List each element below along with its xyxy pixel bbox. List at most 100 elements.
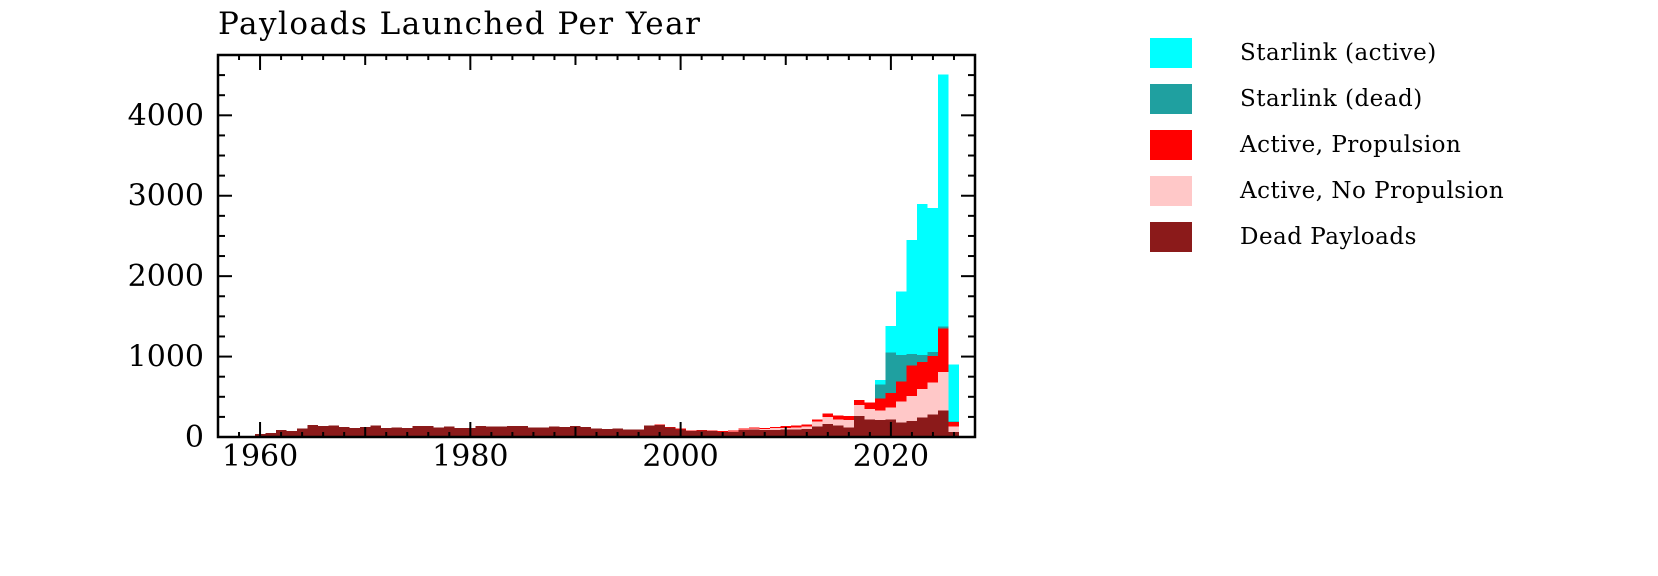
bar-segment <box>507 426 518 437</box>
bar-segment <box>769 426 781 429</box>
bar-segment <box>769 428 781 430</box>
bar-segment <box>622 429 634 437</box>
bar-segment <box>738 428 749 430</box>
bar-segment <box>864 419 876 437</box>
plot-frame <box>216 53 977 439</box>
bar-segment <box>338 426 350 437</box>
y-tick-label: 2000 <box>128 259 204 294</box>
legend-label-starlink-dead: Starlink (dead) <box>1240 86 1423 112</box>
bar-segment <box>812 421 823 427</box>
bar-segment <box>885 407 897 420</box>
bar-segment <box>328 425 339 437</box>
legend-swatch-dead-payloads <box>1150 222 1192 252</box>
bar-segment <box>948 421 960 422</box>
bar-segment <box>822 413 834 417</box>
bar-segment <box>885 326 897 353</box>
bar-segment <box>917 203 928 355</box>
bar-segment <box>317 426 329 437</box>
bar-segment <box>769 429 781 437</box>
bar-segment <box>370 425 381 437</box>
bar-segment <box>791 425 802 428</box>
bar-segment <box>423 426 434 437</box>
bar-segment <box>927 351 939 356</box>
y-tick-label: 0 <box>185 420 204 455</box>
bar-segment <box>938 326 949 329</box>
bar-segment <box>885 352 897 393</box>
bar-segment <box>664 426 676 428</box>
bar-segment <box>906 239 918 355</box>
bar-segment <box>885 392 897 408</box>
bar-segment <box>643 425 655 437</box>
bar-segment <box>843 416 855 421</box>
bar-segment <box>864 408 876 420</box>
bar-segment <box>791 429 802 437</box>
bar-segment <box>727 431 739 437</box>
bar-segment <box>475 426 487 437</box>
bar-segment <box>896 381 907 402</box>
bar-segment <box>822 416 834 425</box>
bar-segment <box>927 355 939 383</box>
bar-segment <box>559 426 571 437</box>
bar-segment <box>748 429 760 437</box>
bar-segment <box>812 426 823 437</box>
chart-title: Payloads Launched Per Year <box>218 6 702 42</box>
bar-segment <box>685 430 697 437</box>
legend: Starlink (active) Starlink (dead) Active… <box>1150 38 1504 252</box>
bar-segment <box>948 364 960 422</box>
bar-segment <box>748 427 760 429</box>
bar-segment <box>948 421 960 427</box>
legend-item-active-no-propulsion: Active, No Propulsion <box>1150 176 1504 206</box>
bar-segment <box>854 416 865 437</box>
bar-segment <box>549 426 560 437</box>
bar-segment <box>875 379 886 385</box>
bar-segment <box>875 398 886 411</box>
bar-segment <box>685 430 697 432</box>
x-tick-label: 1980 <box>432 439 508 474</box>
bar-segment <box>906 420 918 437</box>
bar-segment <box>896 291 907 355</box>
bar-segment <box>906 365 918 396</box>
legend-swatch-starlink-dead <box>1150 84 1192 114</box>
bar-segment <box>748 428 760 430</box>
bar-segment <box>896 354 907 382</box>
legend-swatch-active-no-propulsion <box>1150 176 1192 206</box>
bar-segment <box>454 428 466 437</box>
bar-segment <box>307 424 318 437</box>
bar-segment <box>696 430 707 431</box>
bar-segment <box>822 424 834 437</box>
bar-segment <box>265 432 276 437</box>
bar-segment <box>843 420 855 428</box>
legend-item-starlink-active: Starlink (active) <box>1150 38 1504 68</box>
bar-segment <box>444 426 455 437</box>
bar-segment <box>854 400 865 405</box>
bar-segment <box>801 424 813 427</box>
bar-segment <box>496 426 508 437</box>
legend-item-active-propulsion: Active, Propulsion <box>1150 130 1504 160</box>
bar-segment <box>801 426 813 429</box>
legend-label-active-no-propulsion: Active, No Propulsion <box>1240 178 1505 204</box>
bar-segment <box>906 395 918 421</box>
legend-swatch-starlink-active <box>1150 38 1192 68</box>
bar-segment <box>412 426 424 437</box>
bar-segment <box>601 428 613 437</box>
x-tick-label: 2020 <box>853 439 929 474</box>
bar-segment <box>791 427 802 430</box>
bar-segment <box>664 427 676 437</box>
legend-item-dead-payloads: Dead Payloads <box>1150 222 1504 252</box>
bar-segment <box>927 207 939 352</box>
legend-swatch-active-propulsion <box>1150 130 1192 160</box>
bar-segment <box>812 419 823 422</box>
legend-label-starlink-active: Starlink (active) <box>1240 40 1437 66</box>
bar-segment <box>738 429 749 431</box>
bar-segment <box>759 428 770 431</box>
y-tick-label: 1000 <box>128 340 204 375</box>
bar-segment <box>391 427 402 437</box>
bar-segment <box>896 422 907 437</box>
x-tick-label: 1960 <box>222 439 298 474</box>
bar-segment <box>917 354 928 363</box>
bar-segment <box>854 404 865 417</box>
bar-segment <box>486 426 497 437</box>
bar-segment <box>833 419 844 426</box>
bar-segment <box>938 371 949 411</box>
bar-segment <box>759 427 770 429</box>
